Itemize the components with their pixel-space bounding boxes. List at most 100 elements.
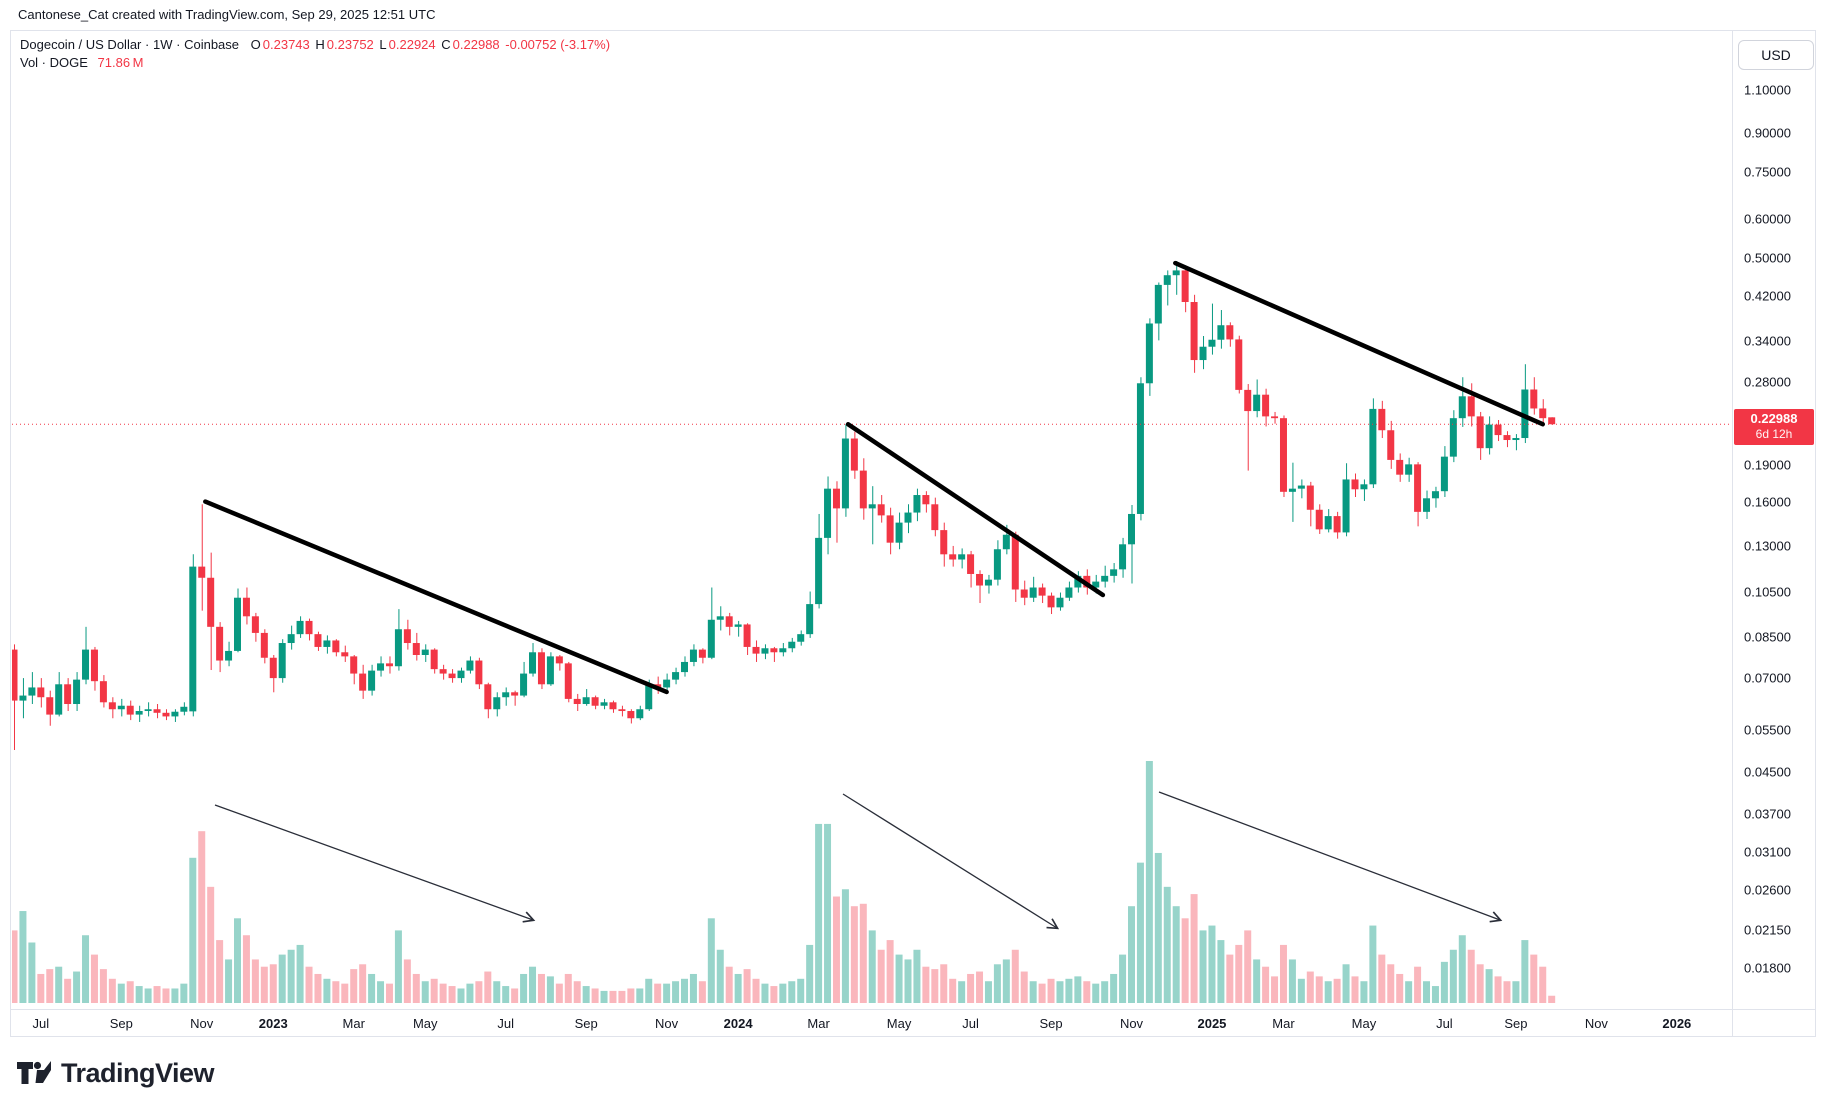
- volume-bar: [850, 906, 858, 1003]
- volume-bar: [1110, 973, 1118, 1003]
- candle-body: [984, 579, 992, 586]
- candle-body: [761, 648, 769, 654]
- candle-body: [725, 616, 733, 627]
- candle-body: [90, 649, 98, 682]
- candle-body: [1056, 597, 1064, 608]
- candle-body: [439, 669, 447, 674]
- volume-trend-arrow[interactable]: [842, 793, 1060, 930]
- volume-bar: [1378, 954, 1386, 1003]
- volume-trend-arrow[interactable]: [214, 804, 536, 923]
- volume-bar: [64, 978, 72, 1003]
- time-axis-label: Nov: [655, 1016, 679, 1031]
- candle-body: [1154, 284, 1162, 324]
- candle-body: [993, 549, 1001, 580]
- volume-bar: [841, 889, 849, 1003]
- volume-bar: [1271, 976, 1279, 1003]
- volume-bar: [269, 964, 277, 1003]
- time-axis-label: 2024: [723, 1016, 753, 1031]
- volume-bar: [37, 973, 45, 1003]
- candle-body: [430, 649, 438, 670]
- candle-body: [850, 438, 858, 471]
- volume-bars-layer: [12, 761, 1556, 1003]
- price-axis-label: 0.08500: [1744, 629, 1791, 645]
- volume-bar: [645, 978, 653, 1003]
- volume-trend-arrow[interactable]: [1158, 791, 1503, 923]
- candle-body: [663, 679, 671, 688]
- candle-body: [832, 488, 840, 509]
- candle-body: [546, 656, 554, 685]
- candle-body: [1449, 418, 1457, 457]
- time-axis-label: Nov: [1584, 1016, 1608, 1031]
- candle-body: [126, 705, 134, 715]
- time-axis-label: Jul: [497, 1016, 514, 1031]
- close-value: 0.22988: [452, 37, 500, 52]
- candle-body: [1405, 464, 1413, 475]
- volume-bar: [698, 981, 706, 1003]
- volume-bar: [1414, 966, 1422, 1003]
- volume-bar: [546, 976, 554, 1003]
- time-axis-label: 2023: [258, 1016, 288, 1031]
- candle-body: [1369, 408, 1377, 485]
- volume-bar: [1163, 886, 1171, 1003]
- candle-body: [296, 620, 304, 635]
- candle-body: [797, 634, 805, 642]
- trendline-drawing[interactable]: [1173, 260, 1545, 427]
- volume-bar: [189, 857, 197, 1003]
- candle-body: [412, 643, 420, 655]
- volume-bar: [28, 942, 36, 1003]
- volume-bar: [19, 911, 27, 1003]
- volume-bar: [564, 973, 572, 1003]
- candle-body: [55, 684, 63, 715]
- volume-bar: [1467, 949, 1475, 1003]
- candle-body: [421, 649, 429, 655]
- candle-body: [46, 697, 54, 715]
- volume-bar: [1226, 954, 1234, 1003]
- volume-bar: [117, 983, 125, 1003]
- volume-bar: [135, 986, 143, 1003]
- candle-body: [1110, 569, 1118, 576]
- exchange-name[interactable]: Coinbase: [184, 37, 240, 52]
- volume-bar: [207, 886, 215, 1003]
- interval-value[interactable]: 1W: [152, 37, 173, 52]
- candle-body: [314, 634, 322, 647]
- volume-bar: [806, 944, 814, 1003]
- price-axis-label: 0.02600: [1744, 882, 1791, 898]
- trendline-drawing[interactable]: [203, 499, 669, 695]
- symbol-legend[interactable]: Dogecoin / US Dollar · 1W · Coinbase O 0.…: [20, 36, 612, 72]
- candle-body: [1226, 325, 1234, 340]
- candle-body: [815, 537, 823, 605]
- volume-bar: [305, 966, 313, 1003]
- candle-body: [841, 438, 849, 509]
- time-axis-label: Nov: [190, 1016, 214, 1031]
- volume-bar: [1324, 981, 1332, 1003]
- volume-bar: [654, 983, 662, 1003]
- candle-body: [1217, 325, 1225, 340]
- volume-bar: [260, 966, 268, 1003]
- volume-bar: [1217, 940, 1225, 1003]
- symbol-title[interactable]: Dogecoin / US Dollar: [20, 37, 142, 52]
- volume-bar: [1235, 944, 1243, 1003]
- volume-bar: [1101, 981, 1109, 1003]
- time-axis-label: Nov: [1119, 1016, 1144, 1031]
- volume-bar: [931, 969, 939, 1003]
- candle-body: [82, 649, 90, 680]
- candle-body: [484, 684, 492, 710]
- candle-body: [260, 632, 268, 658]
- trendline-drawing[interactable]: [845, 421, 1106, 598]
- candle-body: [216, 626, 224, 661]
- tradingview-logo[interactable]: TradingView: [16, 1057, 215, 1089]
- candle-body: [779, 648, 787, 653]
- currency-toggle-button[interactable]: USD: [1738, 40, 1814, 70]
- candle-body: [108, 702, 116, 710]
- volume-bar: [1253, 959, 1261, 1003]
- volume-bar: [940, 964, 948, 1003]
- volume-bar: [1128, 906, 1135, 1003]
- candle-body: [1279, 418, 1287, 492]
- volume-bar: [46, 969, 54, 1003]
- candle-body: [171, 711, 179, 717]
- candle-body: [1494, 424, 1502, 436]
- volume-bar: [466, 983, 474, 1003]
- volume-bar: [1431, 986, 1439, 1003]
- volume-bar: [144, 988, 152, 1003]
